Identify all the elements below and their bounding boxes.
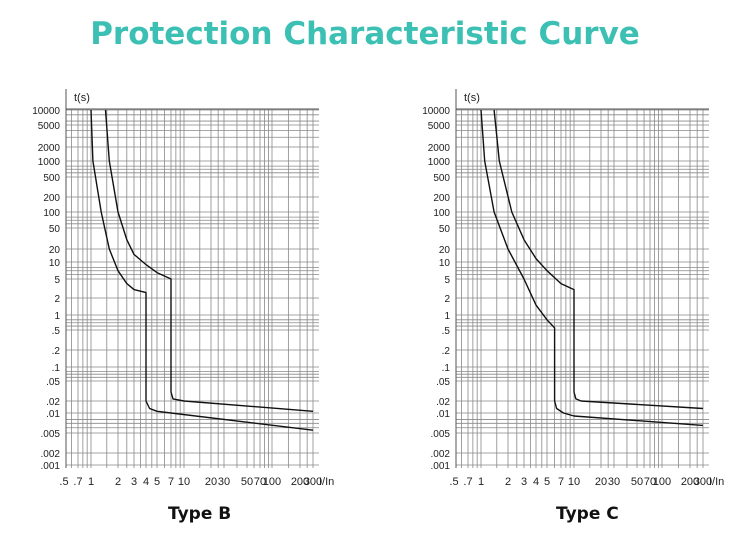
y-tick-label: .01 [436, 409, 450, 420]
x-tick-label: .5 [59, 476, 68, 488]
page-title: Protection Characteristic Curve [90, 16, 640, 52]
y-tick-label: .1 [52, 363, 61, 374]
x-tick-label: 10 [568, 476, 580, 488]
y-tick-label: 2 [54, 294, 60, 305]
y-tick-label: .002 [431, 449, 451, 460]
y-tick-label: 200 [43, 193, 60, 204]
y-tick-label: 5 [54, 275, 60, 286]
x-axis-label: I/In [709, 476, 724, 488]
y-tick-label: 5000 [428, 121, 451, 132]
x-tick-label: 5 [154, 476, 160, 488]
x-tick-label: 5 [544, 476, 550, 488]
x-tick-label: 2 [505, 476, 511, 488]
y-tick-label: .02 [46, 397, 60, 408]
y-tick-label: 500 [43, 173, 60, 184]
x-tick-label: 20 [205, 476, 217, 488]
y-tick-label: .1 [442, 363, 451, 374]
y-tick-label: 1000 [428, 157, 451, 168]
x-tick-label: 7 [168, 476, 174, 488]
x-tick-label: 50 [241, 476, 253, 488]
x-tick-label: 7 [558, 476, 564, 488]
x-tick-label: 4 [143, 476, 149, 488]
y-tick-label: 10000 [32, 106, 60, 117]
y-tick-label: .002 [41, 449, 61, 460]
x-tick-label: 10 [178, 476, 190, 488]
x-tick-label: 70 [254, 476, 266, 488]
x-tick-label: 200 [681, 476, 699, 488]
y-tick-label: .05 [46, 377, 60, 388]
y-tick-label: 50 [49, 224, 61, 235]
x-tick-label: 20 [595, 476, 607, 488]
y-tick-label: 10000 [422, 106, 450, 117]
y-tick-label: 1 [444, 311, 450, 322]
y-tick-label: 1000 [38, 157, 61, 168]
y-tick-label: 10 [49, 258, 61, 269]
curve-lower [480, 109, 704, 427]
curve-upper [493, 109, 704, 410]
y-tick-label: .5 [52, 326, 61, 337]
x-tick-label: 100 [263, 476, 281, 488]
x-tick-label: 3 [521, 476, 527, 488]
y-tick-label: 5000 [38, 121, 61, 132]
y-tick-label: 1 [54, 311, 60, 322]
x-tick-label: 30 [608, 476, 620, 488]
y-tick-label: 500 [433, 173, 450, 184]
x-tick-label: 300 [694, 476, 712, 488]
x-tick-label: 70 [644, 476, 656, 488]
y-tick-label: .001 [431, 461, 451, 472]
y-tick-label: 2000 [38, 143, 61, 154]
y-tick-label: .001 [41, 461, 61, 472]
y-axis-label: t(s) [464, 92, 480, 104]
y-tick-label: 100 [43, 208, 60, 219]
y-tick-label: 10 [439, 258, 451, 269]
y-tick-label: .2 [442, 346, 451, 357]
x-tick-label: 3 [131, 476, 137, 488]
curve-upper [104, 109, 314, 412]
x-axis-label: I/In [319, 476, 334, 488]
y-tick-label: .02 [436, 397, 450, 408]
y-tick-label: 100 [433, 208, 450, 219]
y-tick-label: 5 [444, 275, 450, 286]
x-tick-label: 1 [88, 476, 94, 488]
y-tick-label: .2 [52, 346, 61, 357]
x-tick-label: .7 [73, 476, 82, 488]
x-tick-label: 2 [115, 476, 121, 488]
y-tick-label: 20 [49, 245, 61, 256]
x-tick-label: 100 [653, 476, 671, 488]
y-tick-label: 2 [444, 294, 450, 305]
caption-type-c: Type C [556, 504, 619, 524]
y-tick-label: .005 [41, 429, 61, 440]
y-tick-label: 50 [439, 224, 451, 235]
x-tick-label: 200 [291, 476, 309, 488]
y-tick-label: .005 [431, 429, 451, 440]
y-tick-label: .01 [46, 409, 60, 420]
x-tick-label: 30 [218, 476, 230, 488]
y-tick-label: 200 [433, 193, 450, 204]
y-tick-label: .5 [442, 326, 451, 337]
x-tick-label: .5 [449, 476, 458, 488]
curve-lower [90, 109, 314, 431]
y-axis-label: t(s) [74, 92, 90, 104]
x-tick-label: .7 [463, 476, 472, 488]
x-tick-label: 50 [631, 476, 643, 488]
y-tick-label: 20 [439, 245, 451, 256]
caption-type-b: Type B [168, 504, 232, 524]
x-tick-label: 1 [478, 476, 484, 488]
y-tick-label: 2000 [428, 143, 451, 154]
x-tick-label: 300 [304, 476, 322, 488]
x-tick-label: 4 [533, 476, 539, 488]
y-tick-label: .05 [436, 377, 450, 388]
